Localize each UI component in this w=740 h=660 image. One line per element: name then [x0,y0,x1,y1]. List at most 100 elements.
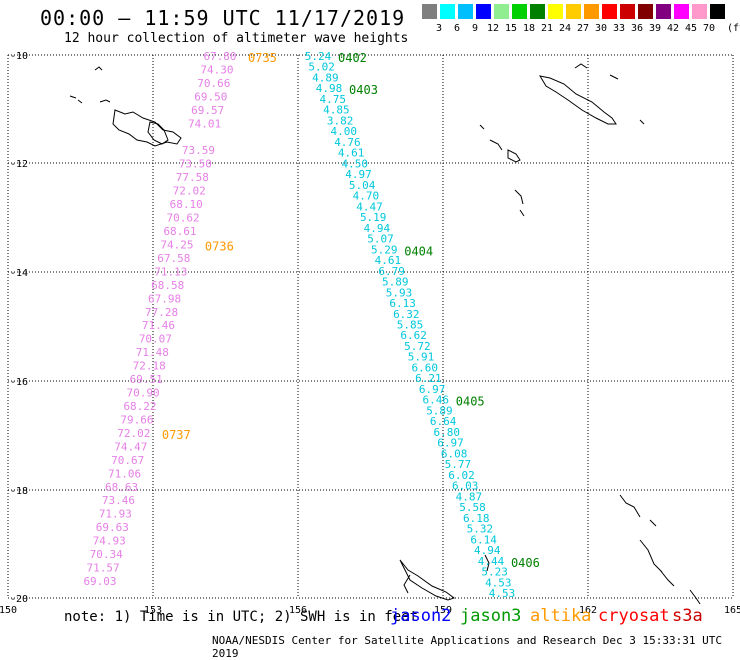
wave-height-value: 4.75 [319,93,346,106]
wave-height-value: 6.97 [437,437,464,450]
wave-height-value: 5.02 [308,61,335,74]
lat-tick-label: -18 [10,486,28,497]
time-label: 0405 [456,395,485,409]
wave-height-value: 4.44 [478,555,505,568]
legend-label: 15 [504,23,518,34]
legend-label: 9 [471,23,479,34]
legend-label: 12 [486,23,500,34]
wave-height-value: 74.93 [93,535,126,548]
wave-height-value: 74.25 [160,238,193,251]
wave-height-value: 74.47 [114,440,147,453]
wave-height-value: 5.23 [481,566,508,579]
wave-height-value: 3.82 [327,114,354,127]
time-label: 0735 [248,51,277,65]
wave-height-value: 4.98 [316,82,343,95]
wave-height-value: 72.02 [117,427,150,440]
legend-label: 21 [540,23,554,34]
wave-height-value: 4.61 [338,147,365,160]
wave-height-value: 6.18 [463,512,490,525]
wave-height-value: 67.80 [203,50,236,63]
satellite-jason3: jason3 [460,606,522,626]
legend-label: 24 [558,23,572,34]
legend-label: 27 [576,23,590,34]
wave-height-value: 69.57 [191,104,224,117]
wave-height-value: 6.64 [430,415,457,428]
legend-swatch [440,4,455,19]
legend-unit: (ft) [726,23,740,34]
wave-height-value: 74.01 [188,117,221,130]
wave-height-value: 4.94 [474,544,501,557]
legend-label: 45 [684,23,698,34]
wave-height-value: 70.67 [111,454,144,467]
lon-tick-label: 156 [289,605,307,616]
wave-height-value: 70.66 [197,77,230,90]
lon-tick-label: 150 [0,605,17,616]
legend-swatch [656,4,671,19]
satellite-cryosat: cryosat [598,606,670,626]
wave-height-value: 70.90 [127,387,160,400]
credit-line: NOAA/NESDIS Center for Satellite Applica… [212,634,722,660]
wave-height-value: 6.46 [423,394,450,407]
time-label: 0404 [404,244,433,258]
wave-height-value: 71.93 [99,508,132,521]
wave-height-value: 70.34 [90,548,123,561]
legend-swatch [710,4,725,19]
legend-swatch [458,4,473,19]
legend-swatch [674,4,689,19]
wave-height-value: 71.57 [87,562,120,575]
wave-height-value: 69.63 [96,521,129,534]
wave-height-value: 6.60 [411,361,438,374]
legend-swatch [602,4,617,19]
wave-height-value: 67.58 [157,252,190,265]
wave-height-value: 5.93 [386,286,413,299]
lon-tick-label: 153 [144,605,162,616]
wave-height-value: 6.79 [378,265,405,278]
wave-height-value: 4.94 [364,222,391,235]
legend-swatch [530,4,545,19]
wave-height-value: 71.06 [108,467,141,480]
coastline-new-caledonia [399,559,456,601]
legend-label: 33 [612,23,626,34]
wave-height-value: 5.85 [397,319,424,332]
wave-height-value: 4.89 [312,71,339,84]
wave-height-value: 5.77 [445,458,472,471]
lat-tick-label: -12 [10,159,28,170]
wave-height-value: 5.72 [404,340,431,353]
wave-height-value: 69.51 [130,373,163,386]
legend-label: 39 [648,23,662,34]
legend-swatch [584,4,599,19]
legend-label: 70 [702,23,716,34]
wave-height-value: 79.66 [120,413,153,426]
wave-height-value: 4.47 [356,200,383,213]
wave-height-value: 5.89 [426,404,453,417]
wave-height-value: 4.97 [345,168,372,181]
wave-height-value: 71.46 [142,319,175,332]
wave-height-value: 68.58 [151,279,184,292]
wave-height-value: 5.29 [371,243,398,256]
coastlines [69,63,701,605]
wave-height-value: 5.91 [408,351,435,364]
coastline-solomon-islands [538,75,617,125]
coastline-vanuatu [619,494,701,605]
wave-height-value: 5.19 [360,211,387,224]
time-label: 0406 [511,556,540,570]
wave-height-value: 6.02 [448,469,475,482]
time-label: 0737 [162,428,191,442]
time-label: 0402 [338,51,367,65]
lat-tick-label: -14 [10,268,28,279]
legend-swatch [512,4,527,19]
map-title: 00:00 – 11:59 UTC 11/17/2019 [40,6,406,30]
wave-height-value: 73.46 [102,494,135,507]
satellite-s3a: s3a [672,606,703,626]
wave-height-value: 5.07 [367,233,394,246]
wave-height-value: 5.58 [459,501,486,514]
wave-height-value: 4.85 [323,104,350,117]
coastline-small-islands [479,124,525,217]
coastline-chesterfield [403,554,490,594]
satellite-jason2: jason2 [390,606,452,626]
wave-height-value: 5.24 [305,50,332,63]
legend-swatch [620,4,635,19]
legend-label: 18 [522,23,536,34]
legend-swatch [476,4,491,19]
